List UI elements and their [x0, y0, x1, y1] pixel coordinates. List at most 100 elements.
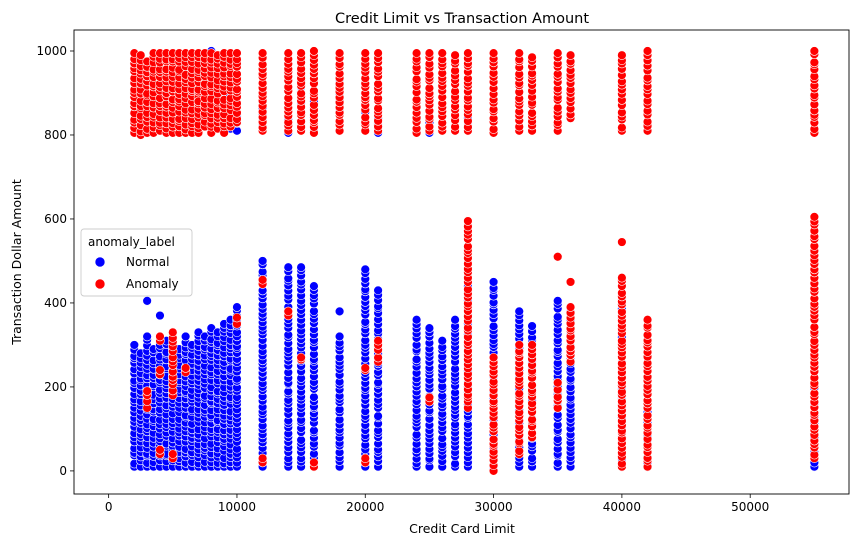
data-point [155, 331, 165, 342]
data-point [411, 74, 422, 84]
y-tick-label: 800 [44, 128, 67, 142]
data-point [283, 48, 293, 58]
data-point [136, 50, 146, 60]
y-axis-title: Transaction Dollar Amount [9, 179, 24, 346]
data-point [809, 57, 820, 68]
data-point [527, 340, 537, 350]
legend-title: anomaly_label [88, 235, 175, 249]
data-point [488, 321, 499, 331]
data-point [565, 277, 576, 287]
data-point [411, 354, 422, 365]
data-point [283, 306, 293, 317]
data-point [437, 48, 447, 58]
y-axis: 0 200 400 600 800 1000 [36, 44, 74, 478]
data-point [642, 315, 653, 325]
data-point [488, 434, 499, 445]
data-point [424, 323, 435, 333]
data-point [155, 310, 165, 321]
data-point [168, 449, 178, 459]
data-point [450, 50, 460, 60]
data-point [142, 296, 152, 306]
series-anomaly [129, 46, 820, 476]
data-point [527, 52, 537, 62]
data-point [142, 331, 152, 342]
data-point [437, 336, 447, 346]
data-point [155, 365, 165, 375]
data-point [565, 50, 576, 60]
data-point [553, 103, 563, 113]
data-point [309, 457, 319, 468]
chart-title: Credit Limit vs Transaction Amount [335, 11, 589, 27]
data-point [257, 256, 268, 266]
y-tick-label: 200 [44, 380, 67, 394]
data-point [488, 352, 499, 363]
data-point [617, 273, 627, 283]
x-tick-label: 30000 [474, 500, 512, 514]
data-point [553, 312, 563, 322]
legend-marker-normal [94, 256, 106, 268]
data-point [553, 252, 563, 262]
y-tick-label: 0 [59, 464, 67, 478]
data-point [565, 302, 576, 312]
data-point [334, 306, 345, 317]
data-point [617, 122, 627, 133]
data-point [373, 285, 383, 296]
data-point [553, 296, 563, 306]
legend-label-anomaly: Anomaly [126, 277, 179, 291]
data-point [553, 378, 563, 388]
data-point [334, 331, 345, 342]
data-point [527, 108, 537, 118]
data-point [617, 50, 627, 60]
points-layer [129, 46, 820, 476]
data-point [424, 48, 435, 58]
x-tick-label: 40000 [603, 500, 641, 514]
data-point [129, 340, 140, 350]
plot-frame [73, 29, 850, 495]
data-point [411, 315, 422, 325]
x-axis-title: Credit Card Limit [409, 521, 515, 536]
data-point [463, 48, 473, 58]
data-point [514, 48, 524, 58]
y-tick-label: 1000 [36, 44, 67, 58]
data-point [553, 48, 563, 58]
data-point [309, 281, 319, 291]
data-point [514, 388, 524, 399]
data-point [296, 48, 306, 58]
data-point [463, 216, 473, 226]
data-point [296, 435, 306, 445]
data-point [809, 46, 820, 56]
data-point [309, 46, 319, 56]
data-point [373, 48, 383, 58]
data-point [257, 275, 268, 285]
legend-box [80, 228, 193, 297]
data-point [334, 48, 345, 58]
data-point [642, 46, 653, 56]
data-point [411, 48, 422, 58]
data-point [360, 264, 370, 275]
data-point [296, 352, 306, 363]
legend-label-normal: Normal [126, 255, 169, 269]
legend-marker-anomaly [94, 278, 106, 290]
data-point [514, 306, 524, 317]
data-point [360, 363, 370, 373]
data-point [360, 453, 370, 464]
data-point [450, 315, 460, 325]
data-point [257, 48, 268, 58]
x-tick-label: 20000 [346, 500, 384, 514]
data-point [296, 262, 306, 272]
y-tick-label: 600 [44, 212, 67, 226]
data-point [809, 212, 820, 222]
x-axis: 0 10000 20000 30000 40000 50000 [105, 494, 769, 514]
x-tick-label: 50000 [731, 500, 769, 514]
data-point [488, 277, 499, 287]
data-point [283, 262, 293, 272]
y-tick-label: 400 [44, 296, 67, 310]
data-point [155, 445, 165, 455]
data-point [373, 336, 383, 346]
data-point [180, 331, 191, 342]
data-point [309, 392, 319, 402]
data-point [168, 327, 178, 338]
data-point [360, 48, 370, 58]
